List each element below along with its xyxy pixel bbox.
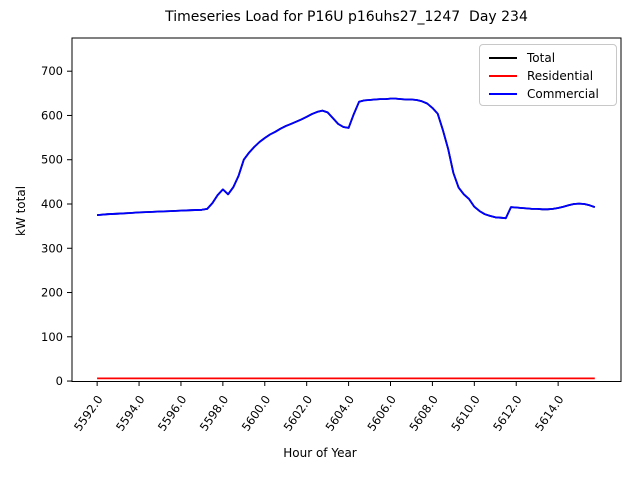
legend-label-residential: Residential	[527, 69, 594, 83]
x-axis-tick-label: 5604.0	[322, 393, 357, 434]
x-axis-tick-label: 5614.0	[532, 393, 567, 434]
x-axis-label: Hour of Year	[283, 446, 357, 460]
legend-swatch-total	[489, 57, 517, 59]
y-axis-tick-label: 100	[41, 330, 63, 344]
legend: Total Residential Commercial	[479, 44, 617, 106]
chart-title: Timeseries Load for P16U p16uhs27_1247 D…	[165, 9, 528, 25]
x-axis-tick-label: 5608.0	[406, 393, 441, 434]
x-axis-tick-label: 5602.0	[281, 393, 316, 434]
y-axis-tick-label: 0	[56, 374, 63, 388]
y-axis-tick-label: 600	[41, 108, 63, 122]
legend-row-residential: Residential	[480, 67, 616, 85]
legend-swatch-residential	[489, 75, 517, 77]
legend-label-total: Total	[527, 51, 556, 65]
x-axis-tick-label: 5610.0	[448, 393, 483, 434]
legend-swatch-commercial	[489, 93, 517, 95]
legend-row-total: Total	[480, 49, 616, 67]
legend-row-commercial: Commercial	[480, 85, 616, 103]
x-axis-tick-label: 5612.0	[490, 393, 525, 434]
x-axis-tick-label: 5594.0	[113, 393, 148, 434]
y-axis-tick-label: 700	[41, 64, 63, 78]
x-axis-tick-label: 5598.0	[197, 393, 232, 434]
series-line-commercial	[97, 97, 596, 220]
series-line-total	[97, 97, 596, 220]
x-axis-tick-label: 5596.0	[155, 393, 190, 434]
y-axis-tick-label: 300	[41, 241, 63, 255]
plot-border	[71, 37, 622, 382]
x-axis-tick-label: 5606.0	[364, 393, 399, 434]
x-axis-tick-label: 5600.0	[239, 393, 274, 434]
x-axis-tick-label: 5592.0	[71, 393, 106, 434]
legend-label-commercial: Commercial	[527, 87, 599, 101]
y-axis-tick-label: 200	[41, 286, 63, 300]
y-axis-tick-label: 500	[41, 153, 63, 167]
y-axis-tick-label: 400	[41, 197, 63, 211]
y-axis-label: kW total	[14, 185, 28, 237]
